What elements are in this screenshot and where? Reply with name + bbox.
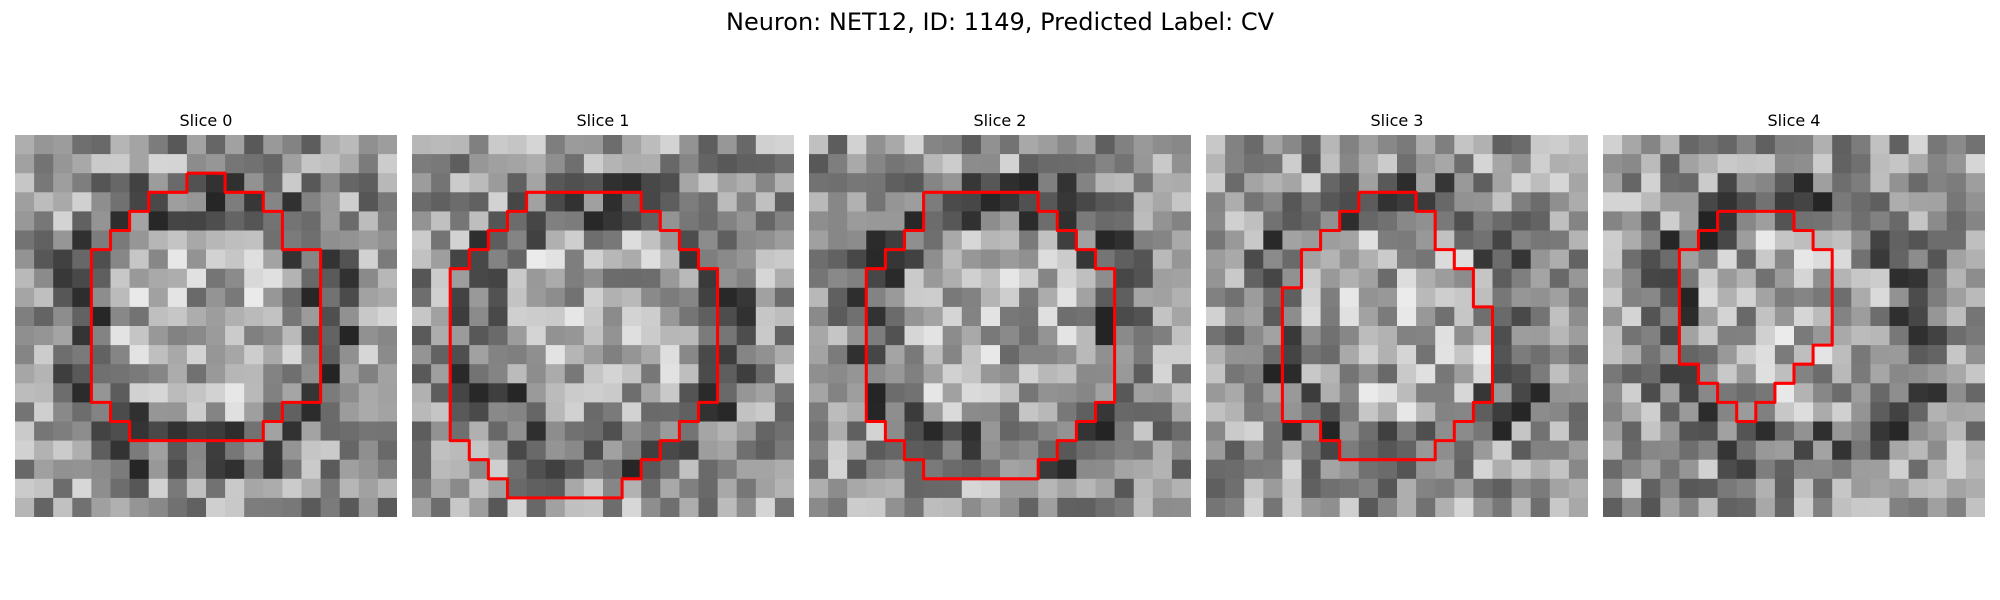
slice-panel-1: Slice 1	[412, 110, 794, 517]
slice-image	[1603, 135, 1985, 517]
slice-image	[809, 135, 1191, 517]
slice-panel-2: Slice 2	[809, 110, 1191, 517]
figure-title: Neuron: NET12, ID: 1149, Predicted Label…	[726, 8, 1274, 36]
slice-image	[412, 135, 794, 517]
segmentation-contour	[1677, 209, 1834, 424]
slice-title: Slice 0	[179, 111, 233, 130]
slice-title: Slice 3	[1370, 111, 1424, 130]
segmentation-contour	[864, 190, 1117, 481]
slice-image	[15, 135, 397, 517]
segmentation-contour	[1280, 190, 1495, 462]
slice-title: Slice 1	[576, 111, 630, 130]
segmentation-contour	[89, 171, 323, 443]
slice-title: Slice 4	[1767, 111, 1821, 130]
slice-panel-4: Slice 4	[1603, 110, 1985, 517]
slice-panel-3: Slice 3	[1206, 110, 1588, 517]
segmentation-contour	[448, 190, 720, 500]
slice-title: Slice 2	[973, 111, 1027, 130]
slice-panel-0: Slice 0	[15, 110, 397, 517]
slice-image	[1206, 135, 1588, 517]
